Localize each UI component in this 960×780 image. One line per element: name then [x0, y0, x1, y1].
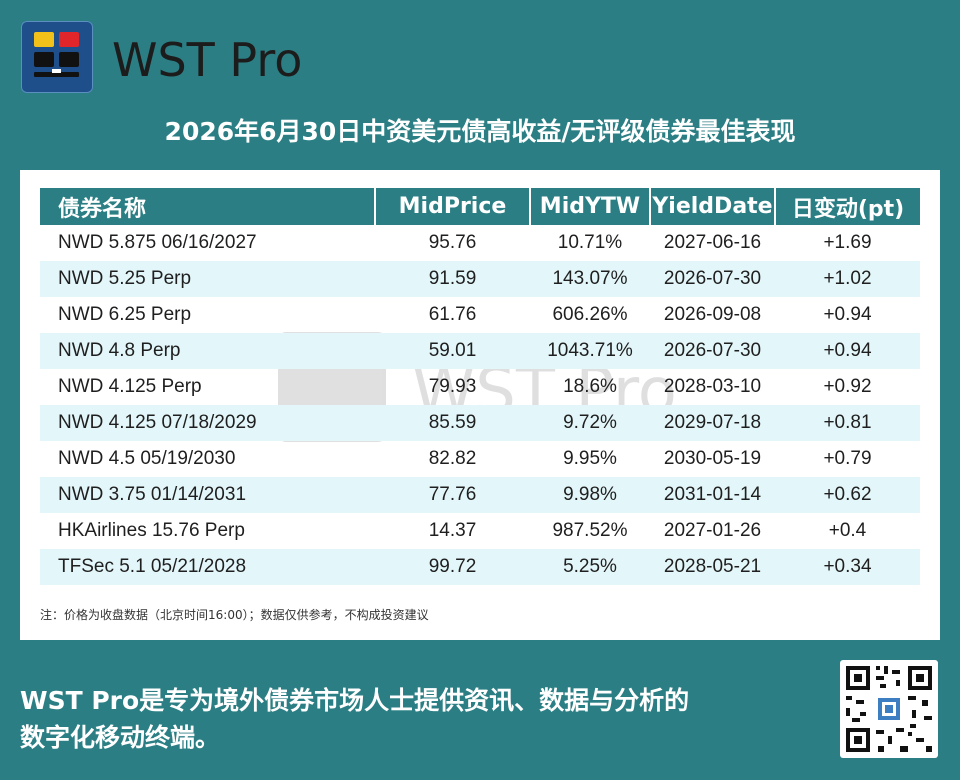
bond-name-cell: NWD 5.25 Perp — [40, 261, 375, 297]
daily-change-cell: +0.79 — [823, 448, 872, 469]
midytw-cell: 10.71% — [557, 232, 623, 253]
daily-change-cell: +0.94 — [775, 333, 920, 369]
table-header-row: 债券名称 MidPrice MidYTW YieldDate 日变动(pt) — [40, 188, 920, 225]
table-row: HKAirlines 15.76 Perp 14.37 987.52% 2027… — [40, 513, 920, 549]
yielddate-cell: 2027-01-26 — [663, 520, 762, 541]
yielddate-cell: 2028-03-10 — [663, 376, 762, 397]
bond-name-cell: NWD 4.8 Perp — [40, 333, 375, 369]
midytw-cell: 9.95% — [563, 448, 617, 469]
yielddate-cell: 2026-07-30 — [650, 261, 775, 297]
brand-name: WST Pro — [112, 33, 303, 87]
qr-code-icon[interactable] — [840, 660, 938, 758]
daily-change-cell: +0.34 — [775, 549, 920, 585]
yielddate-cell: 2026-07-30 — [650, 333, 775, 369]
midytw-cell: 18.6% — [563, 376, 617, 397]
wst-logo-icon — [21, 21, 93, 93]
header-midprice: MidPrice — [374, 188, 530, 225]
bond-name-cell: NWD 3.75 01/14/2031 — [40, 477, 375, 513]
table-row: NWD 5.875 06/16/2027 95.76 10.71% 2027-0… — [40, 225, 920, 261]
bond-table-panel: WST Pro 债券名称 MidPrice MidYTW YieldDate 日… — [20, 170, 940, 640]
midprice-cell: 95.76 — [428, 232, 477, 253]
header-bond-name: 债券名称 — [40, 188, 375, 225]
midytw-cell: 987.52% — [552, 520, 628, 541]
midytw-cell: 1043.71% — [530, 333, 650, 369]
midytw-cell: 606.26% — [552, 304, 628, 325]
bond-name-cell: NWD 4.125 07/18/2029 — [40, 405, 375, 441]
footer-tagline: WST Pro是专为境外债券市场人士提供资讯、数据与分析的 数字化移动终端。 — [20, 682, 800, 756]
header-yielddate: YieldDate — [649, 188, 775, 225]
midprice-cell: 99.72 — [375, 549, 530, 585]
table-row: NWD 4.8 Perp 59.01 1043.71% 2026-07-30 +… — [40, 333, 920, 369]
bond-name-cell: NWD 5.875 06/16/2027 — [58, 232, 257, 253]
daily-change-cell: +0.94 — [823, 304, 872, 325]
footer-line-1: WST Pro是专为境外债券市场人士提供资讯、数据与分析的 — [20, 686, 690, 715]
midytw-cell: 143.07% — [530, 261, 650, 297]
midprice-cell: 79.93 — [428, 376, 477, 397]
yielddate-cell: 2026-09-08 — [663, 304, 762, 325]
bond-name-cell: TFSec 5.1 05/21/2028 — [40, 549, 375, 585]
daily-change-cell: +0.4 — [828, 520, 867, 541]
midytw-cell: 9.72% — [530, 405, 650, 441]
table-row: TFSec 5.1 05/21/2028 99.72 5.25% 2028-05… — [40, 549, 920, 585]
yielddate-cell: 2031-01-14 — [650, 477, 775, 513]
bond-name-cell: NWD 4.125 Perp — [58, 376, 202, 397]
daily-change-cell: +0.62 — [775, 477, 920, 513]
yielddate-cell: 2030-05-19 — [663, 448, 762, 469]
table-row: NWD 5.25 Perp 91.59 143.07% 2026-07-30 +… — [40, 261, 920, 297]
yielddate-cell: 2027-06-16 — [663, 232, 762, 253]
footer-line-2: 数字化移动终端。 — [20, 723, 221, 752]
header-midytw: MidYTW — [529, 188, 650, 225]
daily-change-cell: +1.02 — [775, 261, 920, 297]
daily-change-cell: +0.81 — [775, 405, 920, 441]
bond-name-cell: HKAirlines 15.76 Perp — [58, 520, 245, 541]
midprice-cell: 59.01 — [375, 333, 530, 369]
page-title: 2026年6月30日中资美元债高收益/无评级债券最佳表现 — [164, 117, 796, 146]
table-row: NWD 4.5 05/19/2030 82.82 9.95% 2030-05-1… — [40, 441, 920, 477]
table-row: NWD 4.125 Perp 79.93 18.6% 2028-03-10 +0… — [40, 369, 920, 405]
table-row: NWD 3.75 01/14/2031 77.76 9.98% 2031-01-… — [40, 477, 920, 513]
header-daily-change: 日变动(pt) — [774, 188, 920, 225]
bond-table: 债券名称 MidPrice MidYTW YieldDate 日变动(pt) N… — [40, 188, 920, 585]
midprice-cell: 61.76 — [428, 304, 477, 325]
midytw-cell: 5.25% — [530, 549, 650, 585]
midprice-cell: 14.37 — [428, 520, 477, 541]
bond-name-cell: NWD 4.5 05/19/2030 — [58, 448, 236, 469]
midprice-cell: 91.59 — [375, 261, 530, 297]
yielddate-cell: 2028-05-21 — [650, 549, 775, 585]
disclaimer-note: 注：价格为收盘数据（北京时间16:00）；数据仅供参考，不构成投资建议 — [40, 608, 429, 622]
midytw-cell: 9.98% — [530, 477, 650, 513]
midprice-cell: 77.76 — [375, 477, 530, 513]
daily-change-cell: +0.92 — [823, 376, 872, 397]
yielddate-cell: 2029-07-18 — [650, 405, 775, 441]
midprice-cell: 85.59 — [375, 405, 530, 441]
daily-change-cell: +1.69 — [823, 232, 872, 253]
table-row: NWD 6.25 Perp 61.76 606.26% 2026-09-08 +… — [40, 297, 920, 333]
table-row: NWD 4.125 07/18/2029 85.59 9.72% 2029-07… — [40, 405, 920, 441]
midprice-cell: 82.82 — [428, 448, 477, 469]
bond-name-cell: NWD 6.25 Perp — [58, 304, 192, 325]
